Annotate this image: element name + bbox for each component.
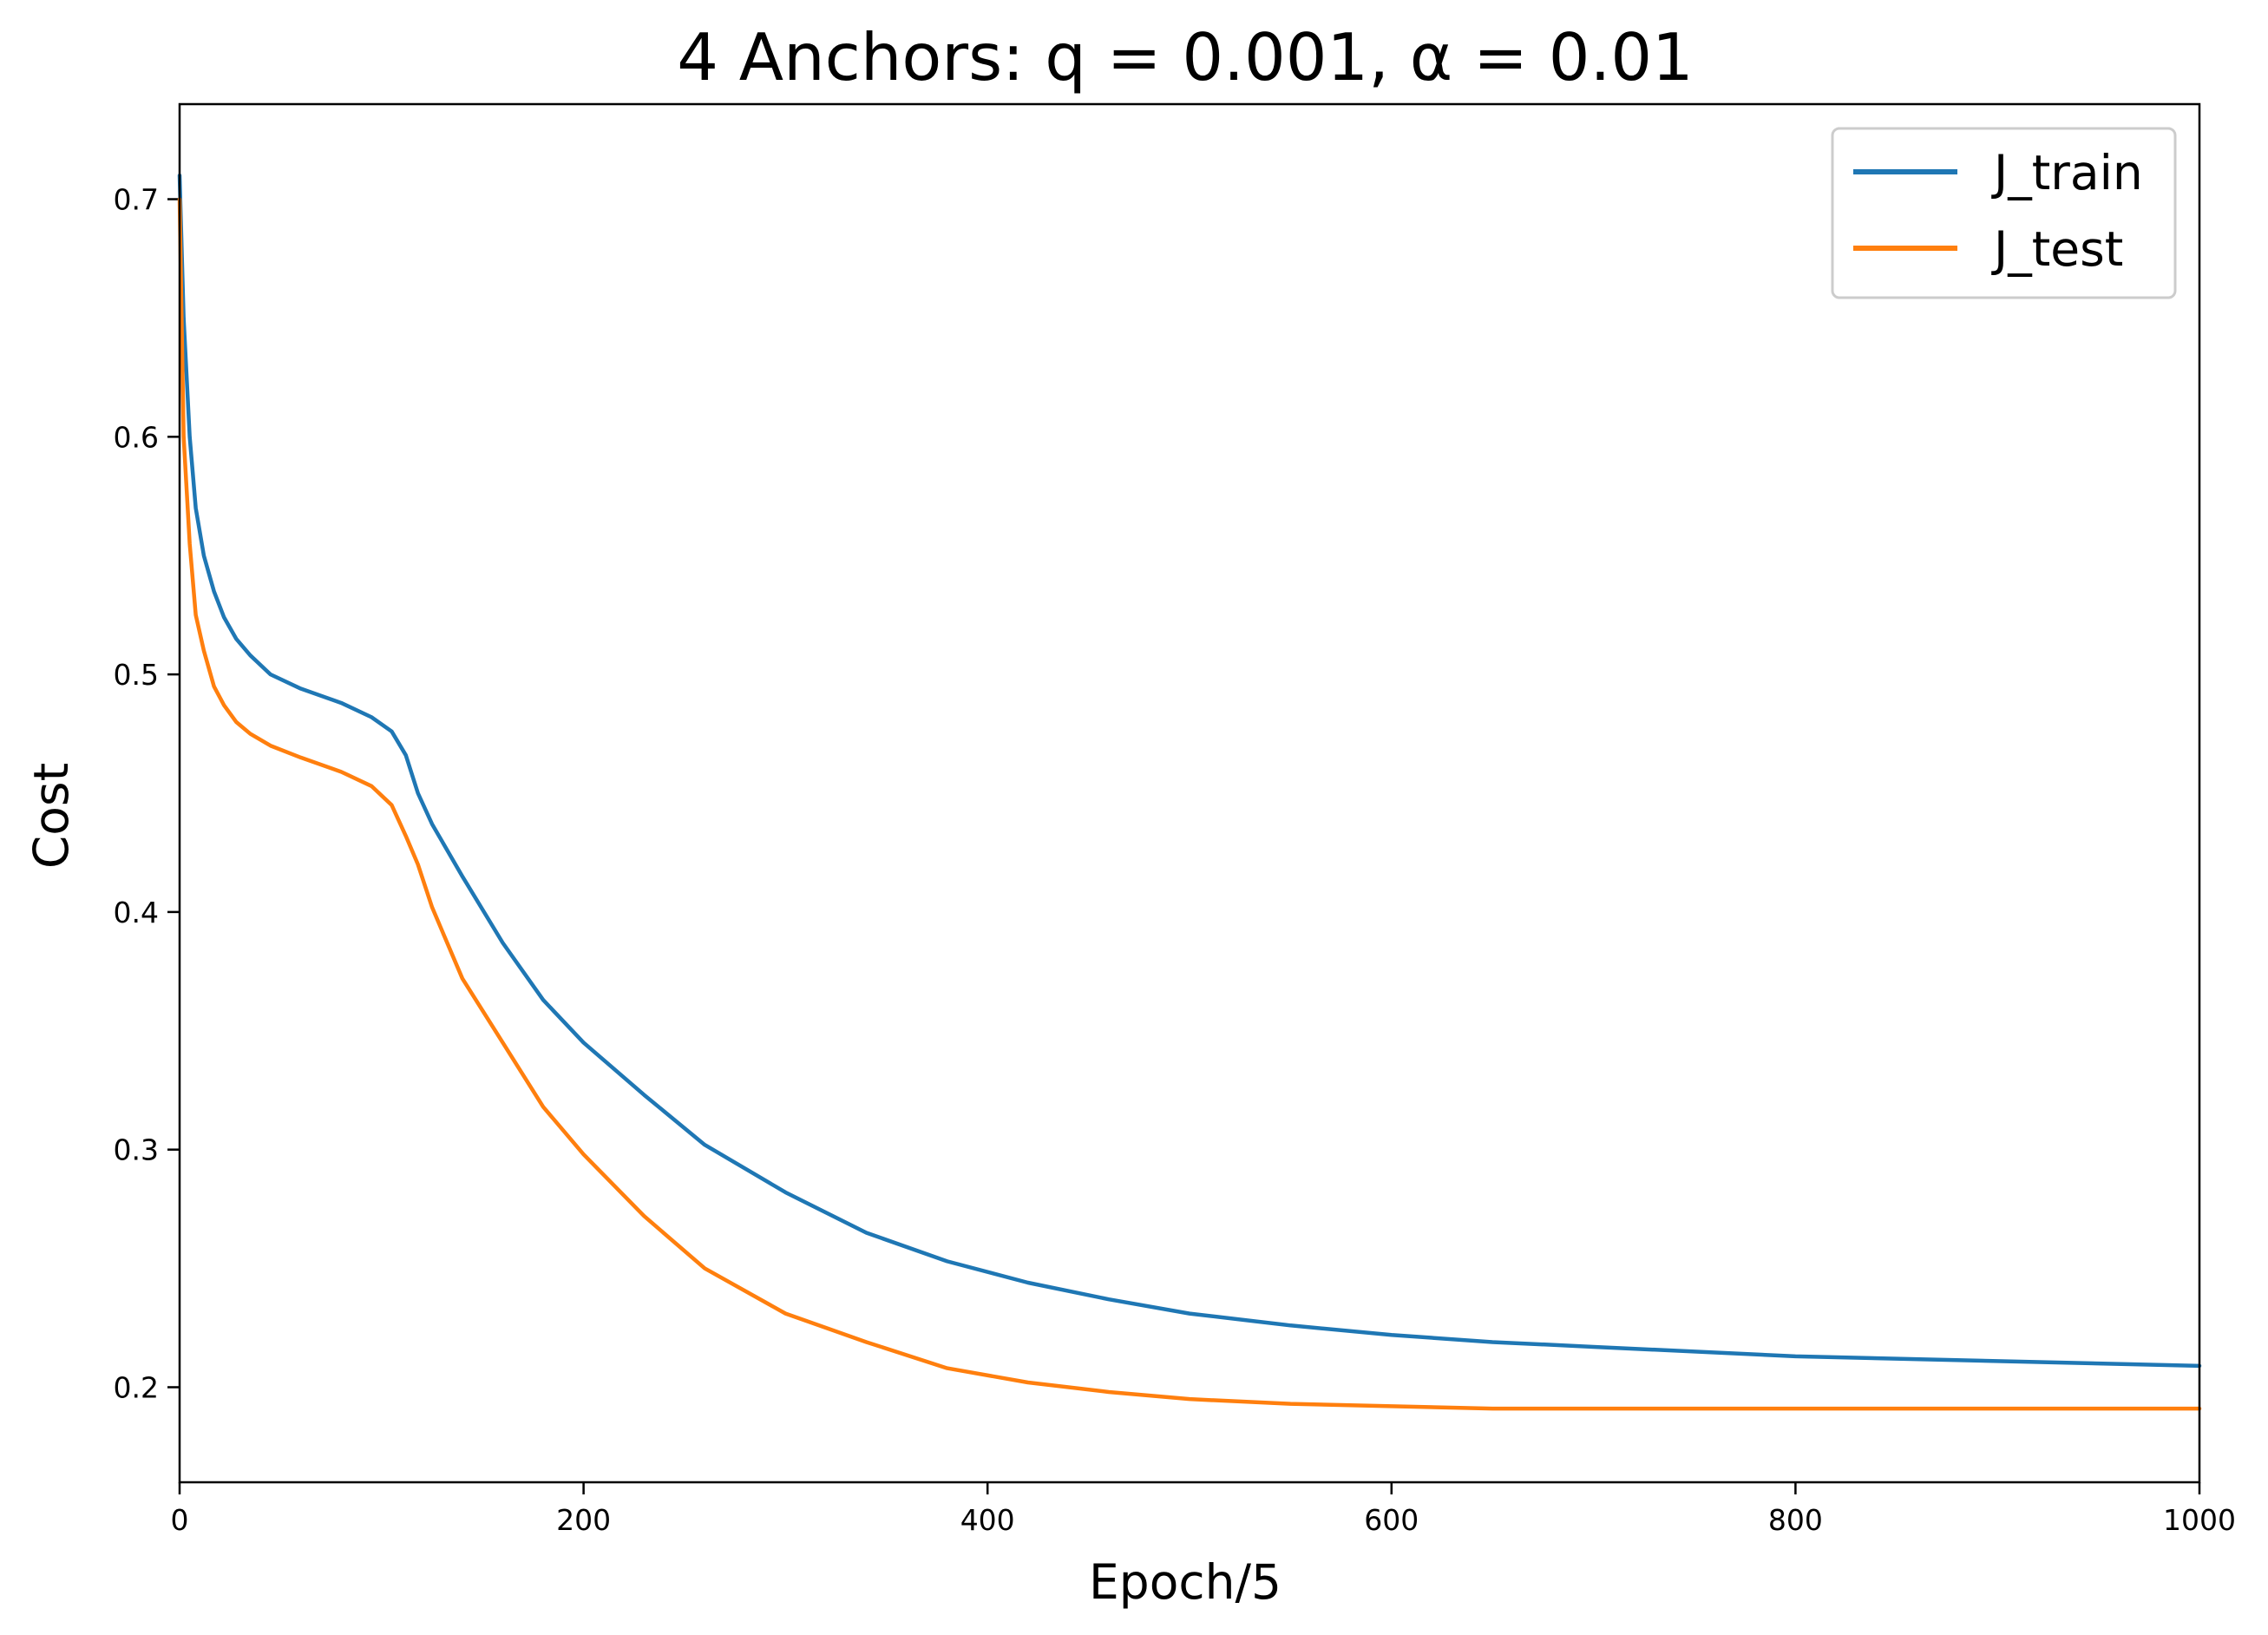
- y-tick-label: 0.4: [114, 896, 159, 929]
- x-axis-label: Epoch/5: [1089, 1554, 1281, 1610]
- x-tick-label: 200: [556, 1503, 611, 1537]
- series-line-j-train: [177, 173, 2202, 1369]
- x-tick-label: 1000: [2163, 1503, 2236, 1537]
- chart-title: 4 Anchors: q = 0.001, α = 0.01: [677, 19, 1694, 95]
- y-tick-label: 0.3: [114, 1133, 159, 1167]
- y-tick-label: 0.5: [114, 658, 159, 692]
- legend: J_train J_test: [1831, 127, 2177, 299]
- y-tick-label: 0.2: [114, 1370, 159, 1404]
- x-tick-label: 0: [171, 1503, 189, 1537]
- y-tick-label: 0.6: [114, 420, 159, 454]
- y-tick-label: 0.7: [114, 183, 159, 217]
- plot-area: 0 200 400 600 800 1000 0.2 0.3 0.4 0.5 0.6 0.7: [114, 102, 2236, 1537]
- x-tick-label: 400: [960, 1503, 1015, 1537]
- x-tick-label: 800: [1768, 1503, 1823, 1537]
- legend-label-j-test: J_test: [1991, 221, 2123, 277]
- y-axis-label: Cost: [23, 763, 79, 869]
- legend-label-j-train: J_train: [1991, 145, 2143, 200]
- series-line-j-test: [177, 197, 2202, 1411]
- x-tick-label: 600: [1364, 1503, 1419, 1537]
- plot-frame: [178, 102, 2201, 1484]
